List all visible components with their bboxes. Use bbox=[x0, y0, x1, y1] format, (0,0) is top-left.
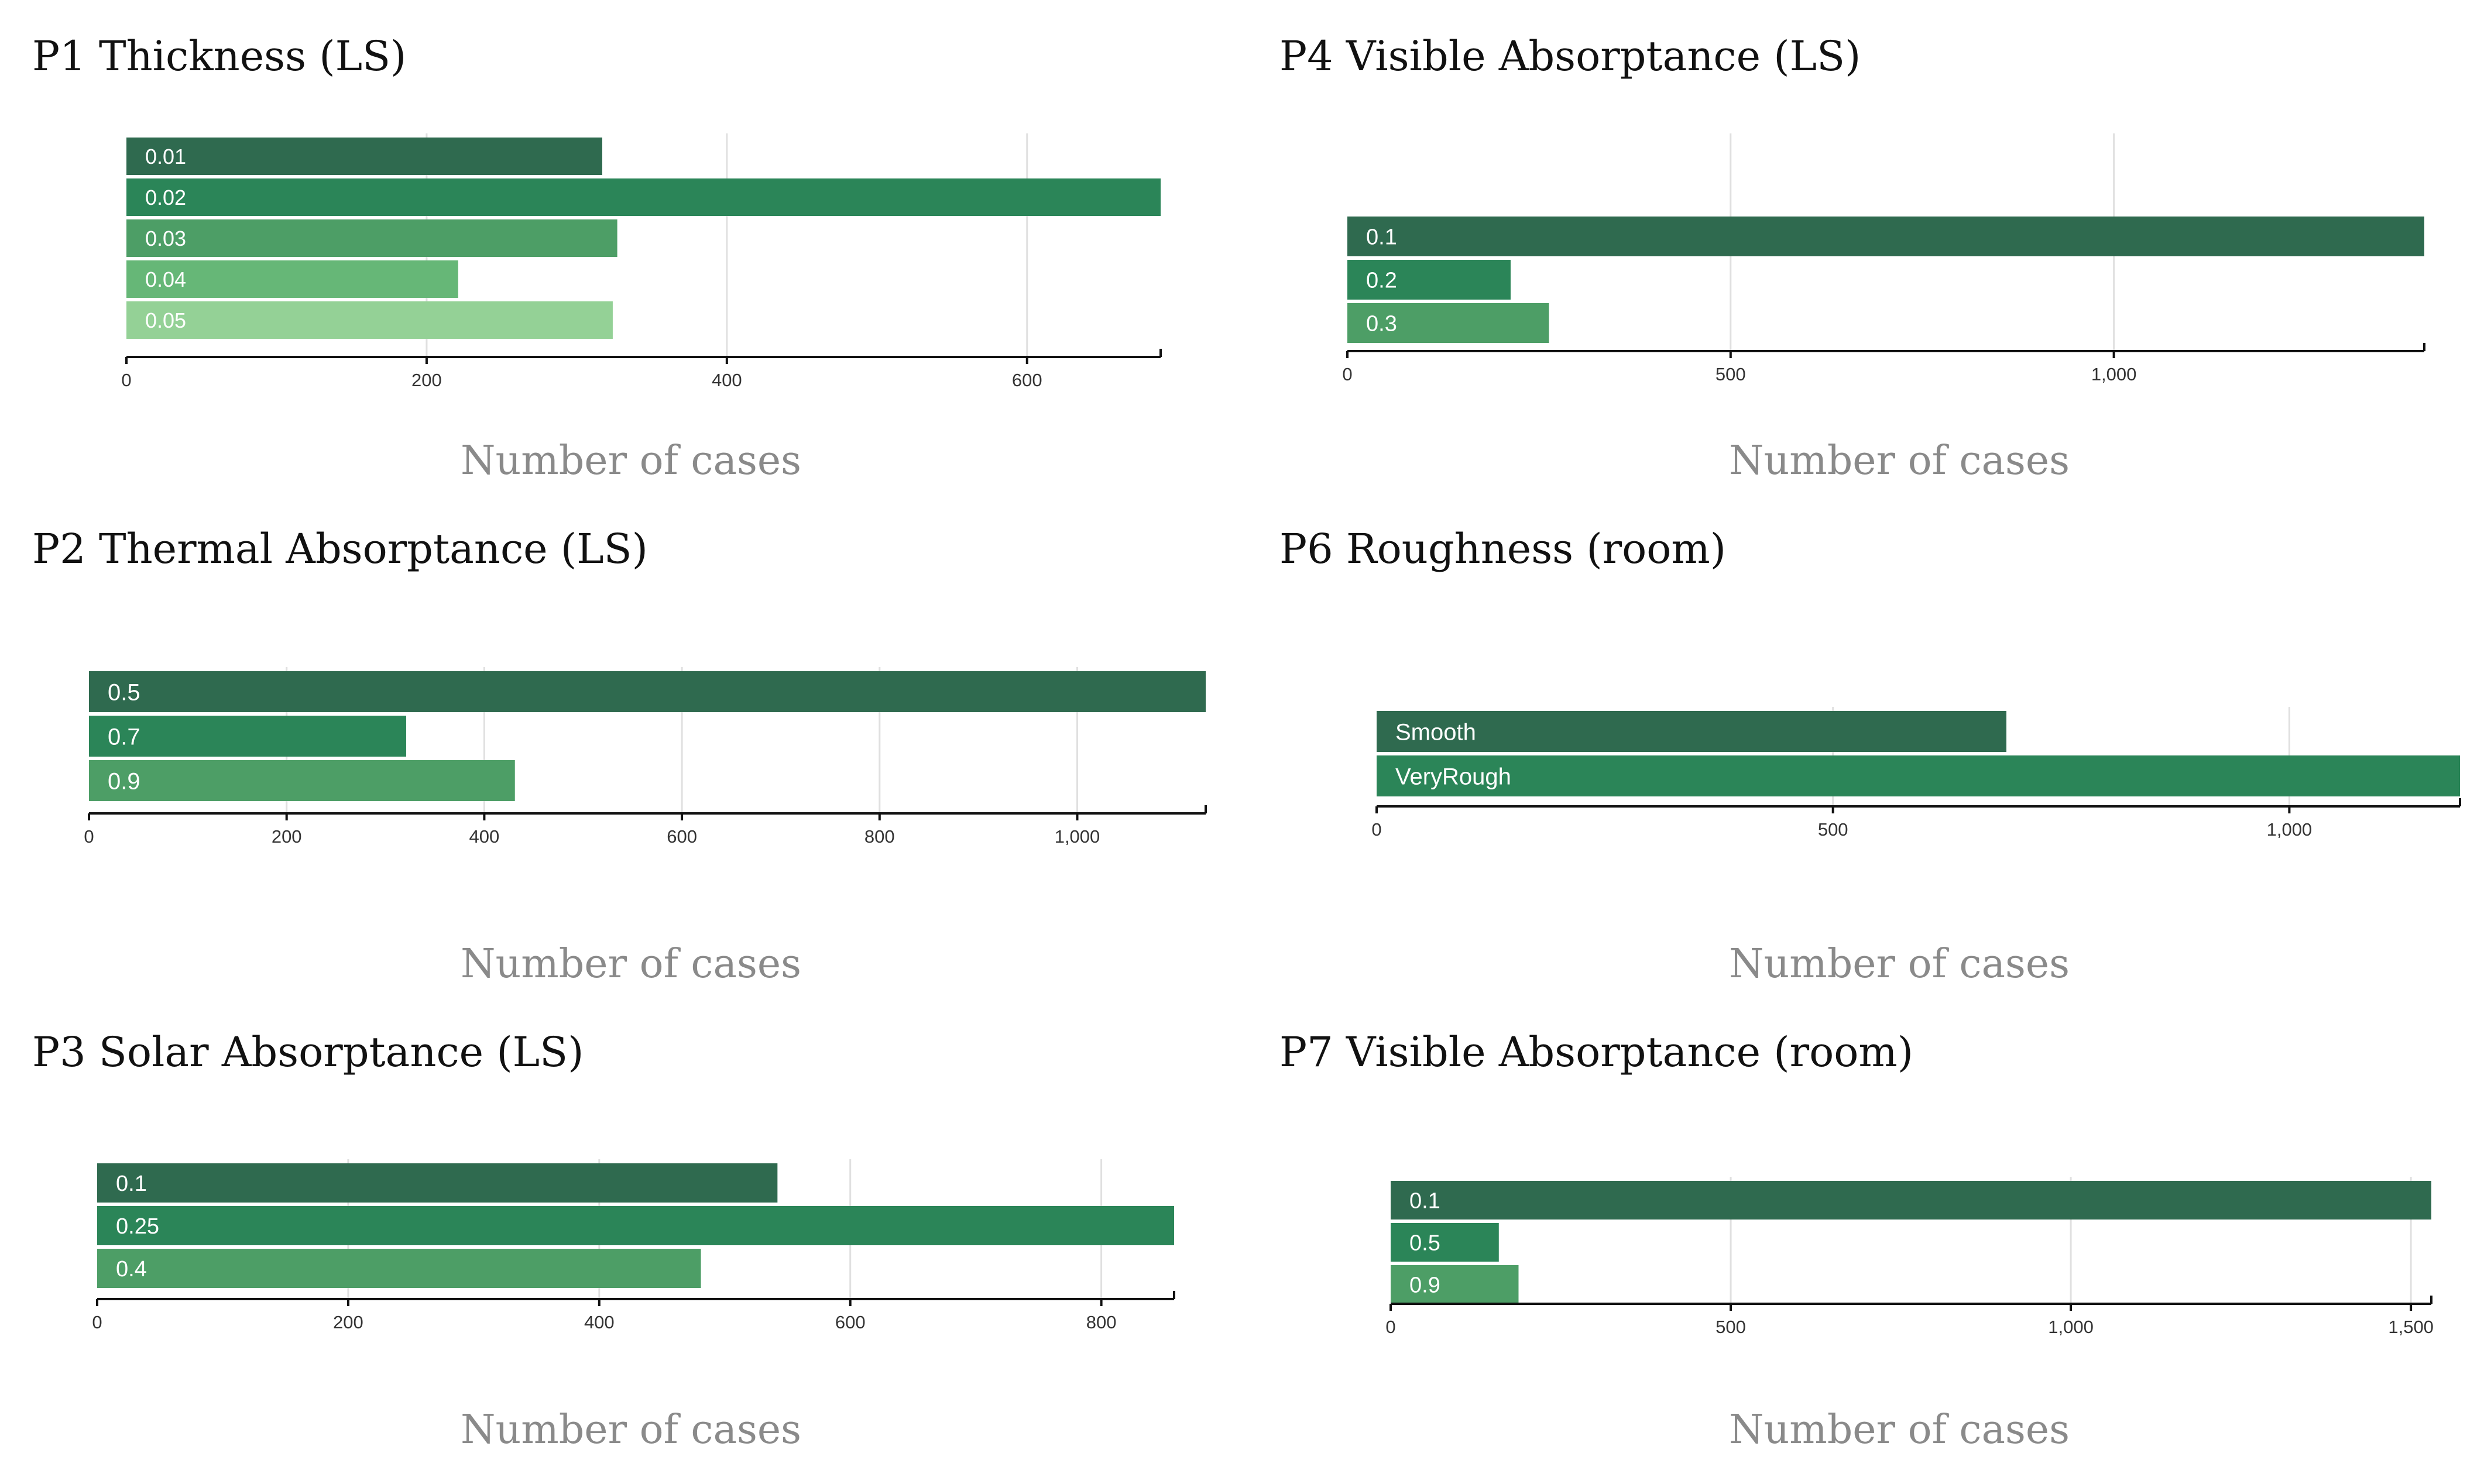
bar bbox=[97, 1249, 701, 1288]
x-axis-label: Number of cases bbox=[1729, 941, 2070, 987]
bar-category-label: 0.2 bbox=[1366, 269, 1397, 293]
x-tick-label: 200 bbox=[272, 826, 302, 847]
bar bbox=[1377, 755, 2460, 796]
x-tick-label: 0 bbox=[1385, 1317, 1395, 1337]
bar bbox=[126, 301, 613, 339]
chart-title: P6 Roughness (room) bbox=[1279, 525, 1726, 573]
bar bbox=[126, 260, 458, 298]
bar bbox=[126, 178, 1161, 216]
bar-category-label: 0.7 bbox=[108, 724, 140, 750]
bar-category-label: 0.5 bbox=[1409, 1231, 1440, 1256]
bar-category-label: 0.04 bbox=[145, 267, 186, 291]
chart-p6-roughness-room: P6 Roughness (room) Number of cases Smoo… bbox=[1279, 525, 2461, 987]
chart-p3-solar-absorptance: P3 Solar Absorptance (LS) Number of case… bbox=[32, 1028, 1175, 1453]
bar-category-label: 0.01 bbox=[145, 145, 186, 169]
x-tick-label: 0 bbox=[84, 826, 94, 847]
bar bbox=[1347, 217, 2424, 256]
x-tick-label: 400 bbox=[469, 826, 500, 847]
bar-category-label: 0.4 bbox=[116, 1257, 147, 1282]
x-tick-label: 500 bbox=[1716, 364, 1746, 384]
bar bbox=[1391, 1223, 1499, 1262]
bar-category-label: 0.1 bbox=[1409, 1189, 1440, 1214]
bar-category-label: 0.1 bbox=[1366, 225, 1397, 250]
bar bbox=[89, 760, 515, 801]
x-tick-label: 400 bbox=[712, 370, 742, 390]
x-tick-label: 600 bbox=[835, 1312, 866, 1332]
bar bbox=[1347, 260, 1511, 300]
x-tick-label: 0 bbox=[1342, 364, 1352, 384]
bar-category-label: 0.9 bbox=[1409, 1273, 1440, 1298]
chart-title: P4 Visible Absorptance (LS) bbox=[1279, 32, 1861, 80]
x-axis-label: Number of cases bbox=[1729, 438, 2070, 484]
chart-title: P3 Solar Absorptance (LS) bbox=[32, 1028, 584, 1076]
chart-title: P1 Thickness (LS) bbox=[32, 32, 406, 80]
chart-p7-visible-absorptance-room: P7 Visible Absorptance (room) Number of … bbox=[1279, 1028, 2434, 1453]
chart-title: P2 Thermal Absorptance (LS) bbox=[32, 525, 648, 573]
x-axis-label: Number of cases bbox=[461, 941, 801, 987]
bar bbox=[1391, 1265, 1519, 1304]
bar-category-label: 0.1 bbox=[116, 1172, 147, 1196]
x-tick-label: 400 bbox=[584, 1312, 615, 1332]
bar bbox=[97, 1163, 778, 1203]
bar-category-label: 0.05 bbox=[145, 308, 186, 332]
x-axis-label: Number of cases bbox=[461, 1407, 801, 1453]
x-tick-label: 800 bbox=[864, 826, 895, 847]
bar-category-label: 0.3 bbox=[1366, 312, 1397, 336]
bar-category-label: 0.9 bbox=[108, 768, 140, 794]
bar-category-label: 0.02 bbox=[145, 186, 186, 209]
bar bbox=[1347, 303, 1549, 343]
x-tick-label: 200 bbox=[333, 1312, 363, 1332]
chart-title: P7 Visible Absorptance (room) bbox=[1279, 1028, 1913, 1076]
bar bbox=[1377, 711, 2006, 752]
x-tick-label: 600 bbox=[667, 826, 697, 847]
x-tick-label: 1,000 bbox=[2048, 1317, 2094, 1337]
bar-category-label: VeryRough bbox=[1395, 764, 1511, 789]
chart-p2-thermal-absorptance: P2 Thermal Absorptance (LS) Number of ca… bbox=[32, 525, 1207, 987]
bar bbox=[126, 219, 617, 257]
bar-category-label: 0.5 bbox=[108, 679, 140, 705]
x-tick-label: 1,500 bbox=[2388, 1317, 2434, 1337]
x-tick-label: 1,000 bbox=[2267, 819, 2313, 840]
bar-category-label: 0.03 bbox=[145, 226, 186, 250]
bar bbox=[97, 1206, 1174, 1245]
bar bbox=[89, 716, 407, 757]
x-tick-label: 200 bbox=[411, 370, 442, 390]
x-tick-label: 0 bbox=[121, 370, 131, 390]
x-tick-label: 600 bbox=[1012, 370, 1042, 390]
bar bbox=[1391, 1181, 2431, 1220]
chart-p1-thickness: P1 Thickness (LS) Number of cases 0.01 0.… bbox=[32, 32, 1162, 484]
bar bbox=[89, 671, 1206, 712]
bar-category-label: 0.25 bbox=[116, 1214, 159, 1239]
chart-p4-visible-absorptance-ls: P4 Visible Absorptance (LS) Number of ca… bbox=[1279, 32, 2425, 484]
bar bbox=[126, 138, 602, 175]
x-tick-label: 500 bbox=[1716, 1317, 1746, 1337]
x-axis-label: Number of cases bbox=[461, 438, 801, 484]
x-tick-label: 1,000 bbox=[2091, 364, 2137, 384]
x-tick-label: 1,000 bbox=[1055, 826, 1100, 847]
x-tick-label: 500 bbox=[1818, 819, 1848, 840]
x-tick-label: 0 bbox=[92, 1312, 102, 1332]
x-tick-label: 0 bbox=[1371, 819, 1381, 840]
x-tick-label: 800 bbox=[1086, 1312, 1117, 1332]
bar-category-label: Smooth bbox=[1395, 719, 1476, 745]
x-axis-label: Number of cases bbox=[1729, 1407, 2070, 1453]
